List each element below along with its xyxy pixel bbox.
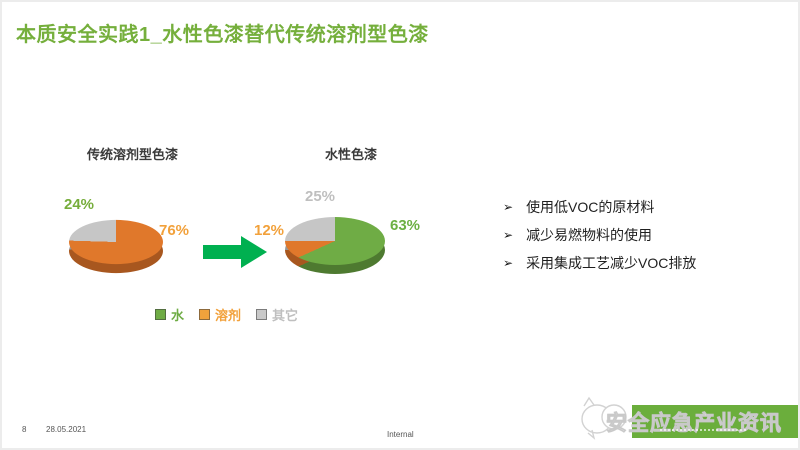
pie-top-waterborne xyxy=(285,217,385,265)
data-label-solvent-12: 12% xyxy=(254,222,285,239)
legend-swatch-other xyxy=(256,309,268,320)
legend-label-solvent: 溶剂 xyxy=(215,308,242,323)
data-label-solvent-76: 76% xyxy=(159,222,190,239)
bullet-item: ➢ 减少易燃物料的使用 xyxy=(503,227,783,243)
legend-label-other: 其它 xyxy=(272,308,299,323)
channel-banner-subtext-line xyxy=(660,429,746,431)
bullet-text: 采用集成工艺减少VOC排放 xyxy=(526,255,697,271)
right-chart-title: 水性色漆 xyxy=(325,147,378,162)
legend-item-solvent: 溶剂 xyxy=(199,305,241,324)
data-label-other-24: 24% xyxy=(64,196,95,213)
pie-chart-traditional xyxy=(69,195,163,305)
channel-logo-icon xyxy=(581,396,627,440)
channel-banner xyxy=(632,405,798,438)
legend-item-water: 水 xyxy=(155,305,184,324)
arrow-bullet-icon: ➢ xyxy=(503,200,514,214)
left-chart-title: 传统溶剂型色漆 xyxy=(87,147,179,162)
bullet-item: ➢ 使用低VOC的原材料 xyxy=(503,199,783,215)
legend-label-water: 水 xyxy=(171,308,185,323)
pie-top-traditional xyxy=(69,219,163,265)
data-label-water-63: 63% xyxy=(390,217,421,234)
slide-date: 28.05.2021 xyxy=(46,425,87,434)
bullet-item: ➢ 采用集成工艺减少VOC排放 xyxy=(503,255,783,271)
channel-banner-title: 安全应急产业资讯 xyxy=(606,412,782,436)
data-label-other-25: 25% xyxy=(305,188,336,205)
pie-chart-waterborne xyxy=(285,191,385,307)
bullet-text: 使用低VOC的原材料 xyxy=(526,199,655,215)
legend-item-other: 其它 xyxy=(256,305,298,324)
classification-label: Internal xyxy=(387,430,414,439)
page-number: 8 xyxy=(22,425,27,434)
bullet-list: ➢ 使用低VOC的原材料 ➢ 减少易燃物料的使用 ➢ 采用集成工艺减少VOC排放 xyxy=(503,199,783,283)
arrow-bullet-icon: ➢ xyxy=(503,228,514,242)
bullet-text: 减少易燃物料的使用 xyxy=(526,227,653,243)
chart-legend: 水 溶剂 其它 xyxy=(155,305,298,324)
transition-arrow-icon xyxy=(203,236,267,268)
legend-swatch-solvent xyxy=(199,309,211,320)
slide-title: 本质安全实践1_水性色漆替代传统溶剂型色漆 xyxy=(16,24,429,46)
legend-swatch-water xyxy=(155,309,166,320)
arrow-bullet-icon: ➢ xyxy=(503,256,514,270)
